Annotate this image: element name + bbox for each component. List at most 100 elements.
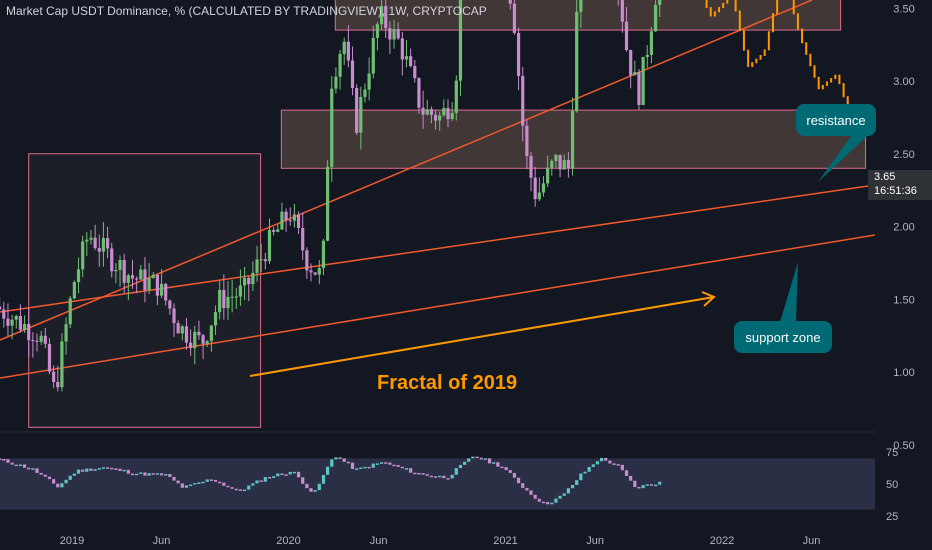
rsi-segment	[151, 473, 155, 475]
rsi-segment	[101, 467, 106, 469]
candle-body	[562, 159, 566, 170]
candle-body	[521, 76, 525, 126]
rsi-segment	[97, 468, 101, 470]
rsi-segment	[313, 490, 317, 492]
candle-body	[508, 0, 512, 4]
rsi-segment	[583, 471, 587, 474]
price-axis-label: 3.00	[893, 76, 914, 88]
rsi-segment	[330, 459, 334, 467]
candle-body	[409, 56, 413, 67]
rsi-segment	[326, 466, 330, 475]
candle-body	[516, 32, 521, 77]
resistance-callout: resistance	[796, 104, 876, 136]
candle-body	[421, 107, 425, 115]
rsi-segment	[591, 464, 595, 467]
rsi-segment	[338, 457, 342, 459]
rsi-segment	[143, 472, 147, 476]
rsi-segment	[417, 472, 421, 475]
candle-body	[201, 335, 205, 344]
candle-body	[417, 78, 421, 108]
rsi-segment	[512, 472, 517, 478]
rsi-segment	[122, 469, 126, 472]
candle-body	[330, 88, 334, 167]
time-axis-label: 2020	[276, 535, 300, 547]
rsi-segment	[516, 477, 521, 484]
candle-body	[579, 0, 583, 12]
rsi-segment	[193, 483, 197, 485]
candle-body	[238, 285, 243, 297]
candle-body	[213, 312, 218, 326]
rsi-segment	[467, 458, 471, 462]
candle-body	[184, 326, 189, 343]
candle-body	[645, 54, 649, 58]
price-axis-label: 2.00	[893, 222, 914, 234]
rsi-segment	[172, 476, 176, 481]
rsi-segment	[612, 463, 616, 465]
rsi-segment	[367, 466, 371, 469]
candle-body	[43, 335, 47, 344]
rsi-segment	[292, 471, 296, 474]
candle-body	[624, 21, 629, 50]
price-axis-label: 2.50	[893, 149, 914, 161]
candle-body	[47, 343, 52, 372]
rsi-segment	[558, 495, 562, 499]
candle-body	[292, 214, 296, 221]
rsi-band	[0, 458, 875, 510]
rsi-segment	[342, 458, 346, 462]
candle-body	[541, 183, 546, 193]
rsi-segment	[379, 462, 384, 464]
rsi-segment	[570, 484, 575, 489]
rsi-segment	[180, 483, 184, 488]
candle-body	[550, 160, 554, 168]
price-axis-bg	[875, 0, 932, 530]
countdown-value: 16:51:36	[874, 185, 917, 197]
rsi-segment	[35, 468, 39, 473]
rsi-segment	[562, 493, 566, 496]
candle-body	[97, 247, 101, 252]
rsi-segment	[346, 461, 350, 464]
time-axis-label: 2019	[60, 535, 84, 547]
candle-body	[222, 290, 226, 309]
rsi-segment	[492, 462, 496, 464]
candle-body	[566, 159, 570, 169]
rsi-segment	[52, 479, 56, 484]
rsi-segment	[197, 482, 201, 484]
candle-body	[122, 260, 126, 283]
trend-arrow-head	[701, 291, 716, 307]
rsi-segment	[375, 463, 380, 465]
rsi-segment	[384, 462, 388, 464]
rsi-segment	[135, 473, 139, 476]
rsi-axis-label: 75	[886, 447, 898, 459]
candle-body	[68, 298, 72, 325]
candle-body	[35, 340, 39, 342]
candle-body	[143, 269, 147, 291]
candle-body	[126, 275, 130, 283]
rsi-segment	[222, 482, 226, 486]
price-axis-label: 1.00	[893, 367, 914, 379]
candle-body	[247, 277, 251, 285]
rsi-segment	[317, 483, 321, 491]
rsi-segment	[234, 488, 238, 491]
rsi-segment	[525, 487, 529, 491]
candle-body	[346, 41, 350, 61]
candle-body	[110, 248, 114, 272]
candle-body	[288, 220, 292, 222]
time-axis-label: Jun	[586, 535, 604, 547]
candle-body	[375, 24, 380, 38]
rsi-segment	[139, 472, 143, 474]
rsi-segment	[396, 465, 400, 467]
candle-body	[101, 238, 106, 252]
rsi-segment	[60, 483, 64, 488]
rsi-segment	[10, 462, 14, 465]
rsi-segment	[608, 460, 612, 464]
rsi-segment	[14, 464, 18, 467]
rsi-segment	[629, 475, 633, 481]
rsi-segment	[276, 473, 280, 477]
candle-body	[658, 0, 662, 5]
last-price-tag: 3.65 16:51:36	[868, 170, 932, 200]
candle-body	[525, 125, 529, 157]
candle-body	[284, 211, 288, 221]
candle-body	[31, 340, 35, 342]
